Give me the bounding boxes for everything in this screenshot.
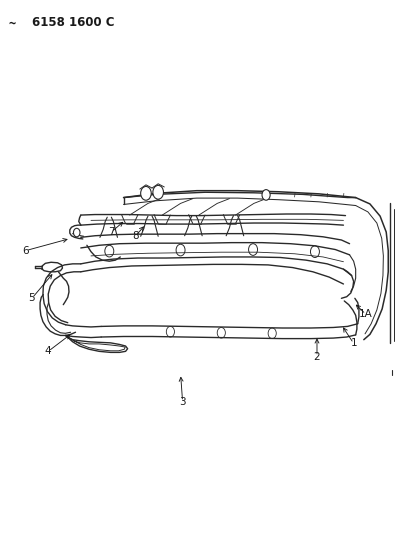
Circle shape <box>140 187 151 200</box>
Circle shape <box>73 228 80 237</box>
Circle shape <box>153 185 163 199</box>
Text: 2: 2 <box>313 352 319 361</box>
Text: 3: 3 <box>179 397 185 407</box>
Text: 4: 4 <box>45 346 52 357</box>
Text: 1A: 1A <box>358 309 372 319</box>
Text: 8: 8 <box>132 231 139 241</box>
Text: 5: 5 <box>29 293 35 303</box>
Text: 6158 1600 C: 6158 1600 C <box>32 16 114 29</box>
Circle shape <box>261 190 270 200</box>
Text: 7: 7 <box>108 227 115 237</box>
Text: 1: 1 <box>349 338 356 349</box>
Text: ~: ~ <box>9 16 16 29</box>
Text: 6: 6 <box>22 246 29 256</box>
